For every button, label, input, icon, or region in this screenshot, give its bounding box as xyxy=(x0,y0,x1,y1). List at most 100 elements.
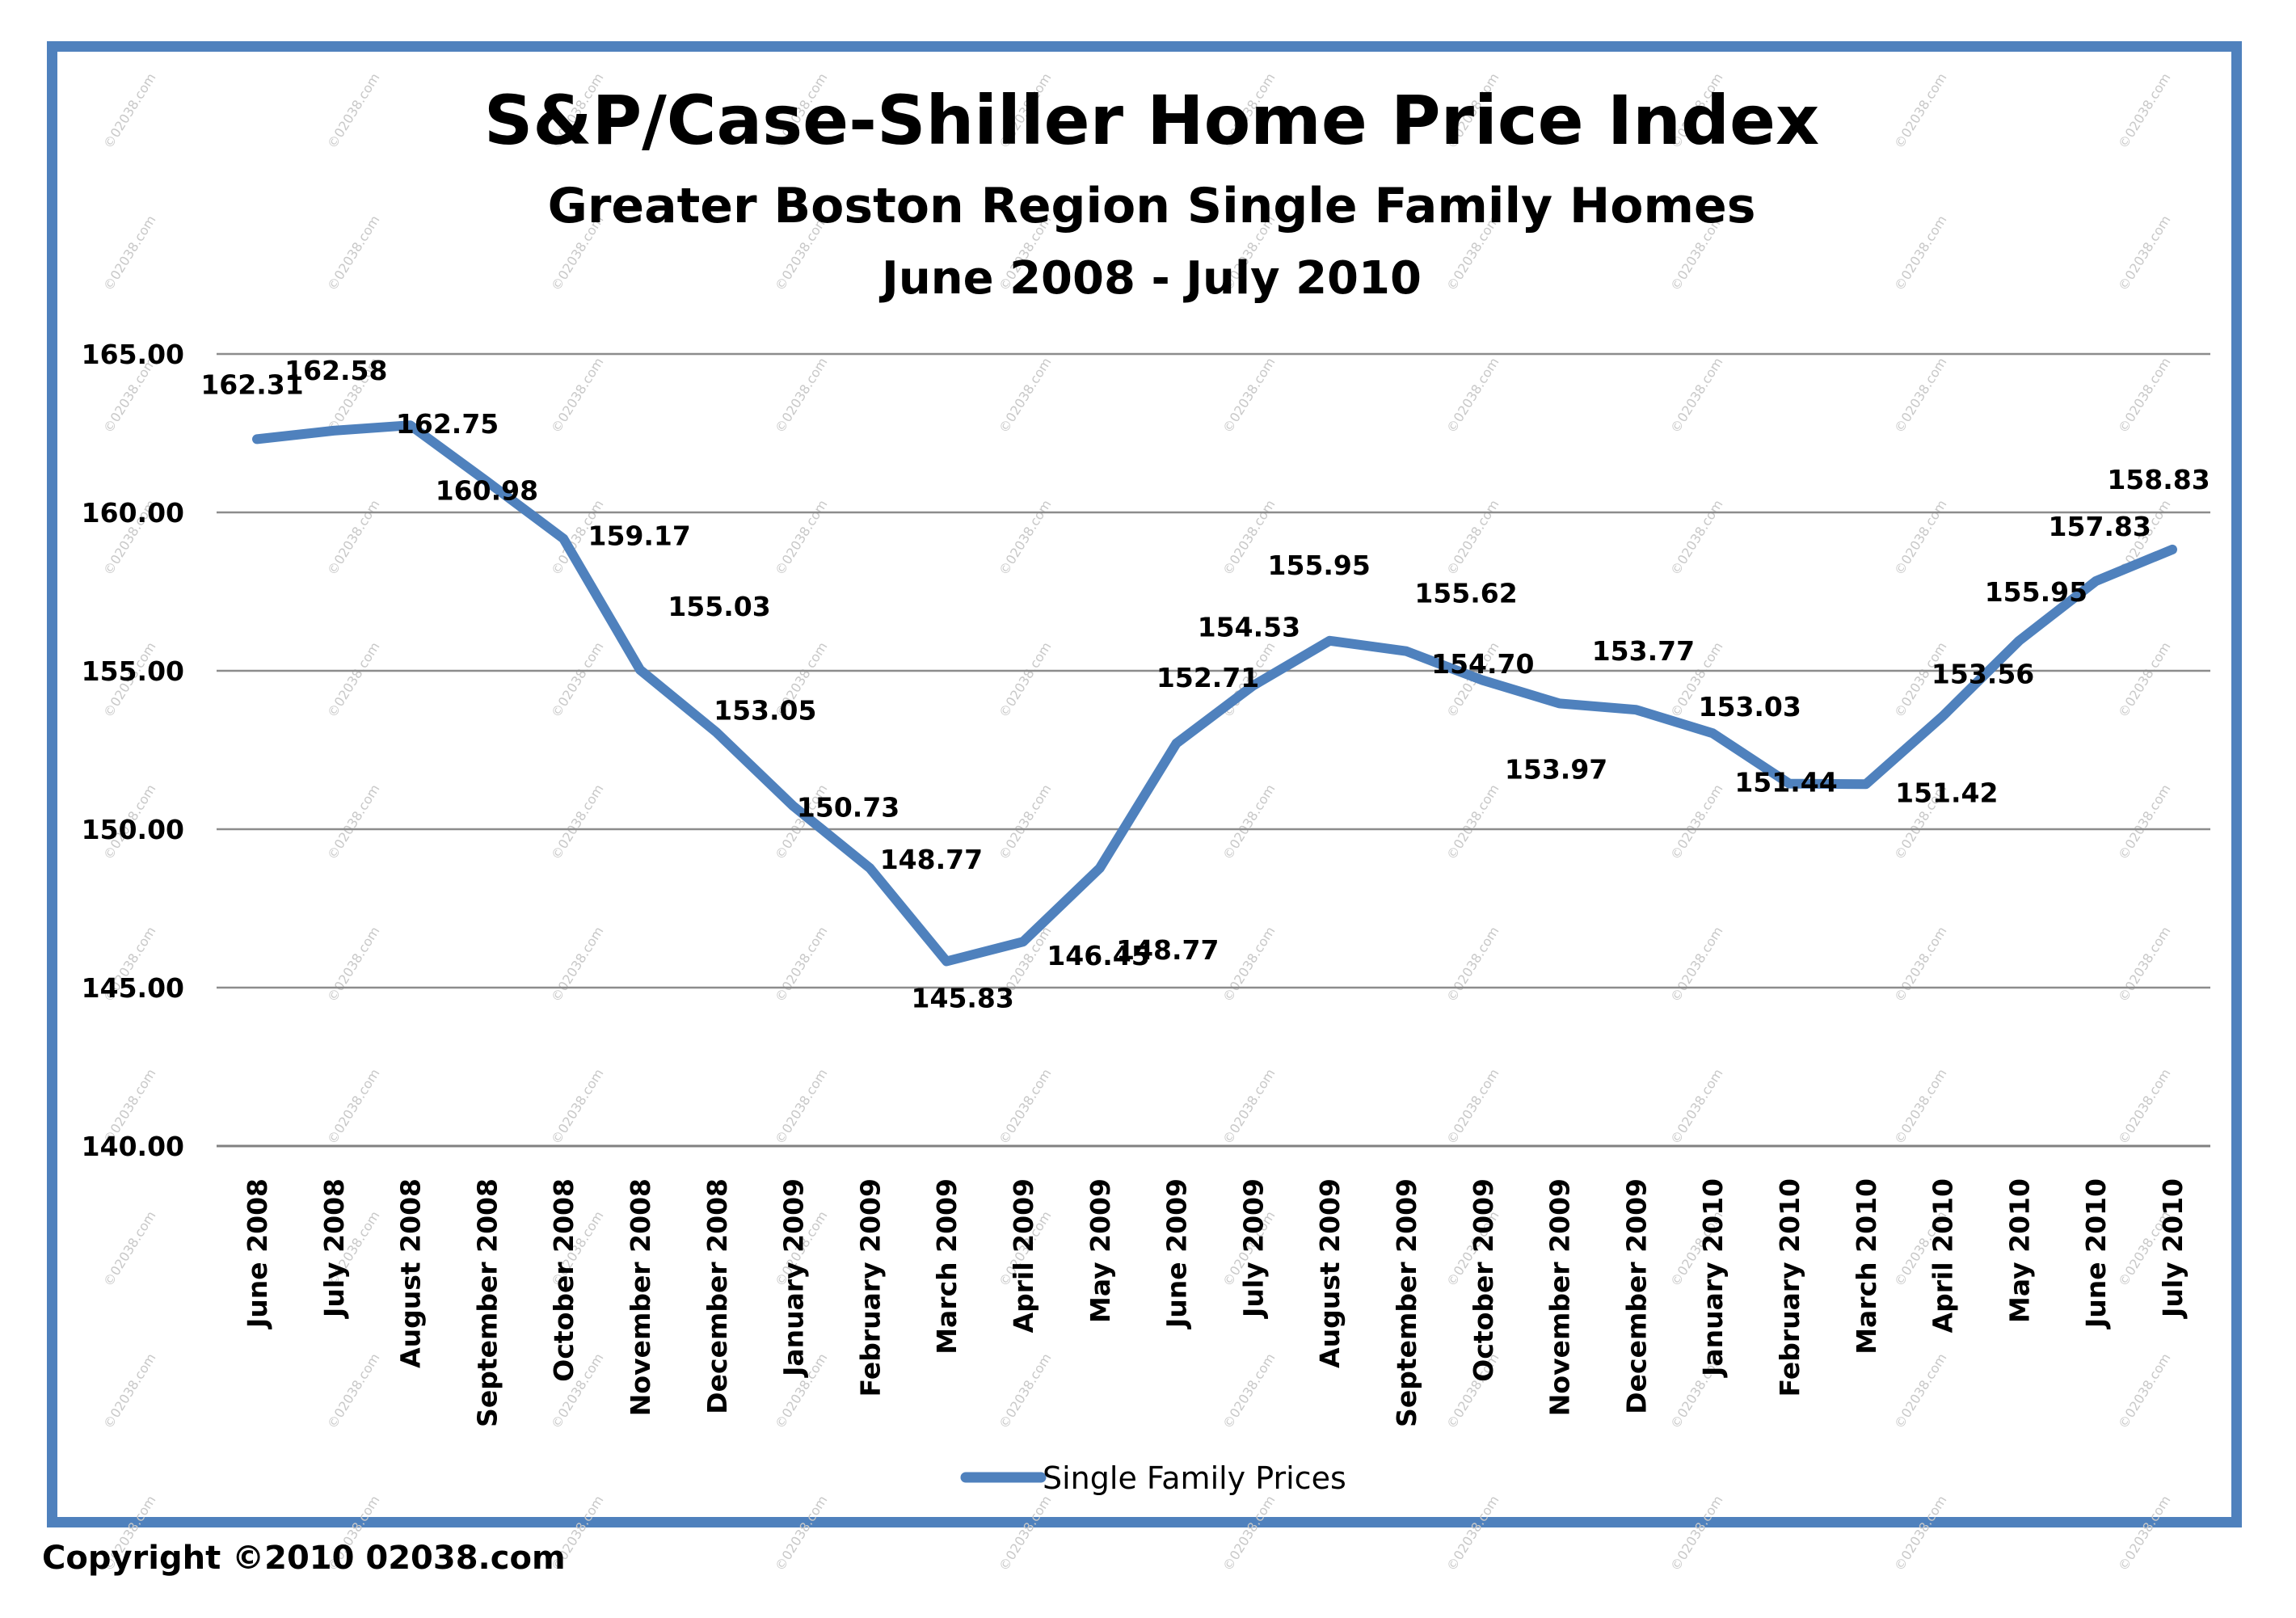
watermark: ©02038.com xyxy=(1891,70,1949,151)
watermark: ©02038.com xyxy=(1443,782,1502,862)
data-label: 151.44 xyxy=(1734,767,1837,798)
watermark: ©02038.com xyxy=(2115,924,2173,1005)
data-label: 151.42 xyxy=(1895,777,1998,808)
watermark: ©02038.com xyxy=(1667,355,1725,436)
x-tick-label: June 2009 xyxy=(1161,1178,1193,1329)
y-tick-label: 165.00 xyxy=(82,339,184,370)
data-label: 148.77 xyxy=(1116,934,1219,966)
chart-frame xyxy=(47,41,2242,1527)
legend: Single Family Prices xyxy=(960,1460,1346,1496)
watermark: ©02038.com xyxy=(1891,924,1949,1005)
data-label: 154.70 xyxy=(1431,648,1534,680)
data-label: 155.62 xyxy=(1414,578,1517,609)
data-label: 162.31 xyxy=(200,369,303,400)
watermark: ©02038.com xyxy=(996,1493,1054,1574)
x-tick-label: July 2010 xyxy=(2157,1178,2189,1319)
watermark: ©02038.com xyxy=(324,1066,382,1147)
data-point xyxy=(1712,732,1714,735)
data-point xyxy=(1022,941,1024,943)
chart-subtitle: Greater Boston Region Single Family Home… xyxy=(548,178,1756,234)
data-label: 155.03 xyxy=(668,591,770,622)
x-tick-label: May 2009 xyxy=(1085,1178,1116,1323)
watermark: ©02038.com xyxy=(2115,213,2173,293)
data-point xyxy=(869,867,871,870)
data-point xyxy=(1635,709,1637,711)
x-tick-label: November 2008 xyxy=(625,1178,656,1416)
data-point xyxy=(486,480,488,482)
data-point xyxy=(639,668,641,671)
x-tick-label: November 2009 xyxy=(1544,1178,1576,1416)
x-tick-label: April 2010 xyxy=(1927,1178,1959,1333)
data-label: 153.77 xyxy=(1592,635,1695,667)
watermark: ©02038.com xyxy=(324,924,382,1005)
data-label: 146.45 xyxy=(1047,940,1149,971)
legend-label: Single Family Prices xyxy=(1043,1460,1346,1496)
watermark: ©02038.com xyxy=(1667,1493,1725,1574)
x-tick-label: December 2008 xyxy=(701,1178,733,1414)
data-label: 160.98 xyxy=(436,475,538,507)
data-label: 153.56 xyxy=(1932,658,2034,689)
watermark: ©02038.com xyxy=(548,924,606,1005)
watermark: ©02038.com xyxy=(324,782,382,862)
x-tick-label: August 2009 xyxy=(1314,1178,1346,1368)
x-tick-label: May 2010 xyxy=(2003,1178,2035,1323)
data-point xyxy=(562,537,565,540)
data-point xyxy=(1405,650,1407,652)
watermark: ©02038.com xyxy=(1443,924,1502,1005)
x-tick-label: December 2009 xyxy=(1620,1178,1652,1414)
data-label: 158.83 xyxy=(2107,464,2210,495)
watermark: ©02038.com xyxy=(2115,1493,2173,1574)
watermark: ©02038.com xyxy=(1220,1350,1278,1431)
x-tick-label: February 2010 xyxy=(1774,1178,1805,1397)
watermark: ©02038.com xyxy=(1667,924,1725,1005)
x-tick-label: September 2009 xyxy=(1391,1178,1422,1427)
watermark: ©02038.com xyxy=(996,1350,1054,1431)
x-tick-label: June 2010 xyxy=(2080,1178,2112,1329)
y-tick-label: 145.00 xyxy=(82,972,184,1004)
data-label: 153.97 xyxy=(1505,753,1607,785)
x-tick-label: October 2009 xyxy=(1468,1178,1499,1382)
watermark: ©02038.com xyxy=(2115,782,2173,862)
x-tick-label: March 2009 xyxy=(931,1178,963,1355)
y-axis-ticks: 140.00 145.00 150.00 155.00 160.00 165.00 xyxy=(82,339,184,1162)
watermark: ©02038.com xyxy=(324,70,382,151)
watermark: ©02038.com xyxy=(1891,355,1949,436)
watermark: ©02038.com xyxy=(996,497,1054,578)
data-point xyxy=(2172,548,2173,550)
gridlines xyxy=(217,352,2210,1148)
x-tick-label: April 2009 xyxy=(1008,1178,1039,1333)
series-line xyxy=(252,420,2177,967)
y-tick-label: 140.00 xyxy=(82,1131,184,1162)
data-label: 155.95 xyxy=(1985,576,2087,608)
watermark: ©02038.com xyxy=(1891,1350,1949,1431)
watermark: ©02038.com xyxy=(772,924,830,1005)
watermark: ©02038.com xyxy=(548,639,606,720)
x-tick-label: September 2008 xyxy=(471,1178,503,1427)
watermark: ©02038.com xyxy=(324,1350,382,1431)
watermark: ©02038.com xyxy=(1443,1493,1502,1574)
watermark: ©02038.com xyxy=(2115,1350,2173,1431)
x-tick-label: January 2009 xyxy=(778,1178,810,1378)
data-point xyxy=(332,429,335,432)
watermark: ©02038.com xyxy=(1891,1493,1949,1574)
watermark: ©02038.com xyxy=(1667,497,1725,578)
watermark: ©02038.com xyxy=(100,1208,158,1289)
data-point xyxy=(409,424,411,427)
data-point xyxy=(1329,639,1331,642)
watermark: ©02038.com xyxy=(1220,924,1278,1005)
data-label: 145.83 xyxy=(912,982,1014,1013)
watermark: ©02038.com xyxy=(548,1066,606,1147)
data-point xyxy=(1481,679,1484,681)
watermark: ©02038.com xyxy=(996,639,1054,720)
watermark: ©02038.com xyxy=(772,1493,830,1574)
watermark: ©02038.com xyxy=(1443,355,1502,436)
x-tick-label: January 2010 xyxy=(1697,1178,1729,1378)
watermark: ©02038.com xyxy=(324,213,382,293)
watermark: ©02038.com xyxy=(1891,1066,1949,1147)
data-label: 162.75 xyxy=(396,408,499,440)
data-point xyxy=(1788,782,1790,785)
watermark: ©02038.com xyxy=(548,355,606,436)
data-point xyxy=(1941,715,1944,718)
